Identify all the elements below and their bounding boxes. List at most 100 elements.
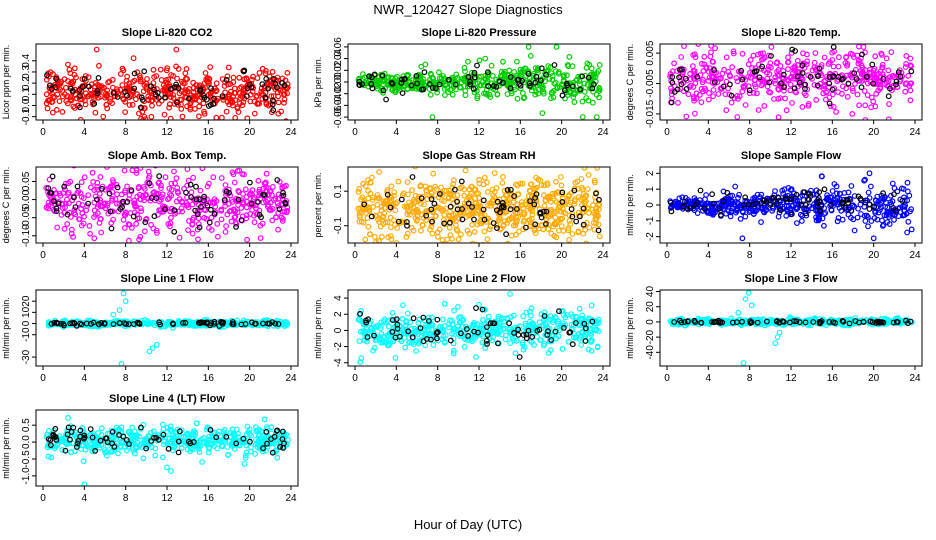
data-point	[392, 200, 399, 207]
data-point	[766, 79, 773, 86]
data-point	[848, 208, 855, 214]
data-point	[376, 336, 383, 343]
data-point	[836, 54, 842, 61]
data-point	[201, 94, 208, 101]
data-point	[504, 246, 509, 251]
data-point	[543, 220, 549, 227]
data-point	[45, 185, 52, 192]
data-point	[99, 185, 105, 192]
data-point	[792, 48, 798, 54]
data-point	[545, 63, 552, 69]
data-point	[511, 330, 517, 336]
data-point	[589, 318, 596, 325]
y-axis-label: percent per min.	[313, 172, 323, 237]
points-group	[667, 170, 915, 242]
data-point	[228, 154, 233, 159]
data-point	[134, 193, 141, 200]
data-point	[424, 336, 430, 342]
data-point	[121, 224, 128, 231]
data-point	[91, 100, 98, 107]
data-point	[501, 318, 508, 325]
data-point	[811, 81, 818, 88]
data-point	[467, 81, 474, 88]
data-point	[842, 204, 848, 211]
data-point	[562, 210, 569, 217]
data-point	[122, 211, 129, 218]
data-point	[167, 115, 174, 120]
data-point	[398, 196, 405, 203]
data-point	[166, 223, 173, 230]
data-point	[375, 216, 381, 223]
data-point-outlier	[768, 44, 775, 50]
y-tick-label: -2	[333, 342, 344, 351]
data-point	[183, 189, 189, 196]
data-point	[553, 335, 559, 342]
data-point	[48, 320, 55, 327]
data-point	[146, 180, 153, 187]
data-point	[389, 245, 394, 250]
data-point	[557, 216, 564, 223]
data-point	[54, 224, 61, 231]
data-point	[708, 49, 714, 56]
data-point	[211, 210, 218, 217]
data-point	[514, 206, 520, 212]
data-point	[117, 86, 124, 93]
data-point	[189, 221, 196, 228]
data-point	[283, 118, 289, 120]
data-point	[272, 320, 279, 327]
data-point	[100, 113, 107, 120]
data-point	[490, 220, 497, 227]
data-point	[178, 78, 185, 85]
data-point	[710, 200, 717, 207]
data-point	[131, 85, 138, 92]
data-point	[262, 70, 269, 77]
data-point	[830, 44, 837, 50]
data-point	[392, 334, 399, 341]
data-point	[447, 203, 454, 210]
x-tick-label: 4	[706, 250, 712, 261]
data-point	[473, 354, 479, 360]
data-point	[409, 334, 416, 341]
data-point	[860, 44, 867, 50]
data-point	[78, 179, 85, 186]
data-point	[398, 76, 405, 83]
x-tick-label: 20	[244, 250, 256, 261]
data-point	[278, 108, 285, 115]
data-point	[443, 188, 450, 194]
data-point	[814, 82, 821, 89]
data-point	[148, 221, 154, 228]
data-point	[413, 207, 419, 214]
data-point	[549, 72, 556, 79]
x-tick-label: 16	[203, 373, 215, 384]
data-point	[891, 185, 898, 192]
data-point	[875, 198, 882, 205]
data-point	[462, 87, 469, 94]
data-point	[103, 101, 110, 108]
data-point	[865, 223, 871, 230]
data-point-outlier	[179, 113, 186, 120]
data-point	[578, 342, 585, 348]
data-point	[528, 312, 534, 319]
data-point	[206, 76, 213, 82]
data-point	[687, 198, 694, 205]
data-point	[158, 185, 164, 192]
data-point	[240, 68, 247, 75]
data-point	[750, 52, 757, 59]
data-point	[476, 204, 483, 211]
data-point	[190, 214, 197, 221]
data-point	[406, 334, 413, 341]
data-point	[596, 202, 602, 209]
data-point	[464, 326, 470, 332]
data-point	[871, 65, 878, 72]
data-point	[235, 109, 242, 115]
data-point	[539, 85, 546, 92]
data-point	[857, 201, 864, 208]
data-point	[514, 58, 520, 65]
data-point	[754, 90, 760, 97]
data-point	[70, 233, 76, 240]
data-point	[152, 91, 159, 98]
data-point	[167, 85, 174, 92]
data-point	[563, 80, 570, 87]
data-point	[186, 217, 192, 224]
data-point	[520, 313, 527, 320]
